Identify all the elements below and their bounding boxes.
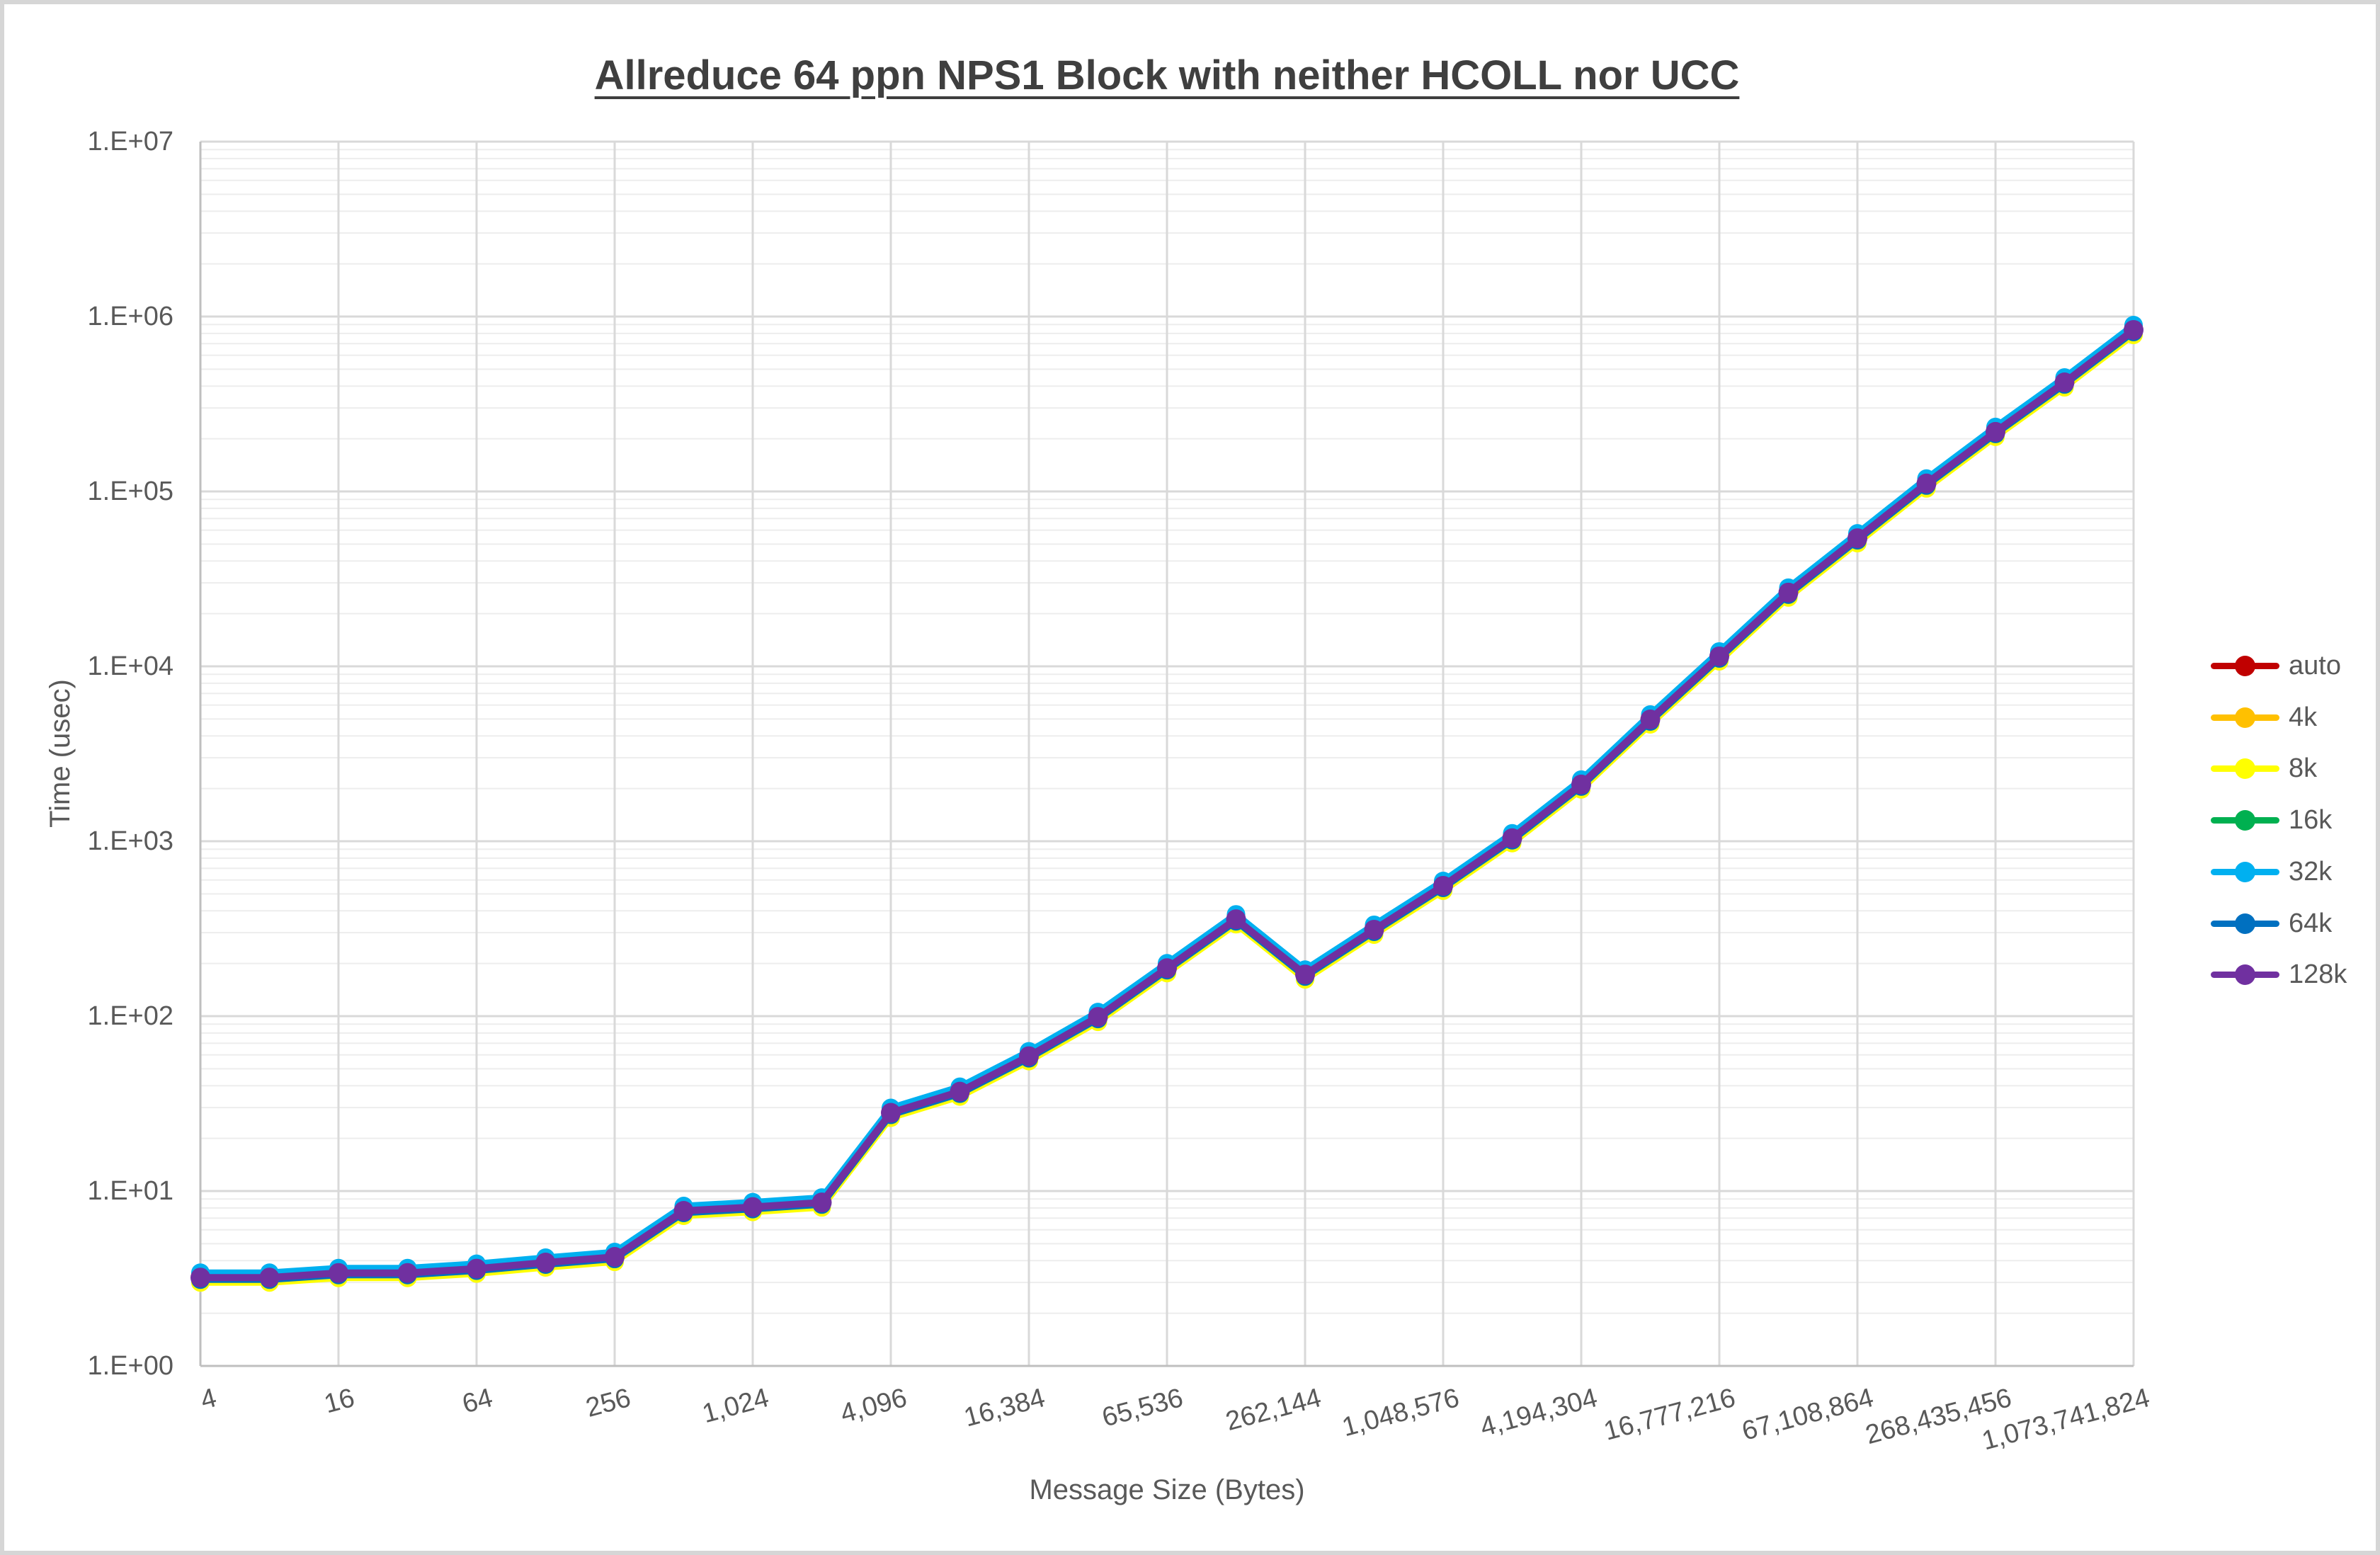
data-point-marker-128k (259, 1268, 280, 1288)
data-point-marker-128k (2054, 372, 2075, 393)
data-point-marker-128k (812, 1192, 832, 1213)
legend-marker-icon (2235, 656, 2255, 676)
legend-item-auto: auto (2211, 650, 2375, 681)
y-tick-label: 1.E+05 (87, 477, 174, 506)
data-point-marker-128k (1571, 774, 1591, 794)
data-point-marker-128k (1226, 909, 1246, 930)
legend-marker-icon (2235, 707, 2255, 728)
data-point-marker-128k (329, 1263, 348, 1283)
y-tick-label: 1.E+06 (87, 302, 174, 331)
legend-item-16k: 16k (2211, 804, 2375, 836)
data-point-marker-128k (743, 1197, 763, 1217)
legend-marker-icon (2235, 913, 2255, 934)
data-point-marker-128k (1088, 1007, 1108, 1027)
legend-item-32k: 32k (2211, 856, 2375, 887)
data-point-marker-128k (1502, 828, 1522, 848)
data-point-marker-128k (1019, 1046, 1039, 1066)
y-tick-label: 1.E+02 (87, 1001, 174, 1031)
legend-item-8k: 8k (2211, 753, 2375, 784)
legend-item-128k: 128k (2211, 959, 2375, 990)
data-point-marker-128k (1433, 875, 1453, 896)
data-point-marker-128k (881, 1103, 901, 1123)
legend-marker-icon (2235, 810, 2255, 831)
legend-item-64k: 64k (2211, 908, 2375, 939)
data-point-marker-128k (673, 1201, 694, 1221)
data-point-marker-128k (950, 1081, 970, 1102)
y-tick-label: 1.E+07 (87, 127, 174, 156)
legend-marker-icon (2235, 758, 2255, 780)
chart-title: Allreduce 64 ppn NPS1 Block with neither… (594, 52, 1740, 98)
data-point-marker-128k (535, 1253, 556, 1273)
legend-item-label: 4k (2289, 702, 2318, 732)
legend-item-label: 16k (2289, 805, 2333, 836)
data-point-marker-128k (1640, 710, 1661, 729)
y-tick-label: 1.E+00 (87, 1351, 174, 1381)
legend-item-label: 64k (2289, 908, 2333, 938)
x-axis-title: Message Size (Bytes) (1029, 1474, 1305, 1505)
data-point-marker-128k (397, 1263, 418, 1283)
y-tick-label: 1.E+04 (87, 651, 174, 681)
y-tick-label: 1.E+01 (87, 1176, 174, 1206)
legend-item-label: auto (2289, 651, 2341, 680)
data-point-marker-128k (1157, 958, 1177, 979)
legend-marker-icon (2235, 964, 2255, 986)
y-tick-label: 1.E+03 (87, 826, 174, 856)
data-point-marker-128k (1847, 528, 1867, 549)
legend-item-label: 32k (2289, 856, 2333, 887)
legend-item-label: 8k (2289, 753, 2318, 784)
data-point-marker-128k (190, 1268, 210, 1288)
data-point-marker-128k (1709, 646, 1729, 666)
data-point-marker-128k (2124, 319, 2143, 340)
data-point-marker-128k (1778, 582, 1799, 603)
legend-item-4k: 4k (2211, 702, 2375, 733)
legend-marker-icon (2235, 861, 2255, 882)
data-point-marker-128k (1986, 421, 2005, 442)
data-point-marker-128k (605, 1247, 625, 1268)
data-point-marker-128k (1295, 964, 1315, 985)
legend-item-label: 128k (2289, 959, 2347, 990)
data-point-marker-128k (1916, 473, 1937, 494)
data-point-marker-128k (1364, 919, 1384, 940)
data-point-marker-128k (467, 1258, 486, 1279)
